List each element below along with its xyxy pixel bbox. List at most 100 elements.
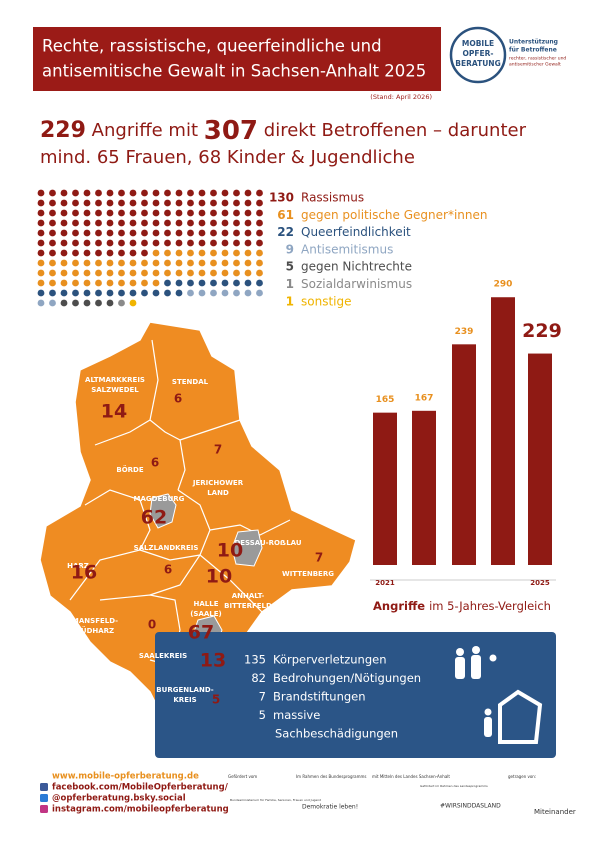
dot (198, 269, 206, 277)
dot (95, 299, 102, 307)
dot (83, 239, 91, 247)
dot (129, 219, 137, 227)
logo-claim: rechter, rassistischer und (509, 56, 566, 62)
region-value: 62 (141, 507, 167, 529)
region-name: SALZWEDEL (91, 386, 139, 394)
sponsor-text: #WIRSINDDASLAND (440, 803, 501, 810)
region-name: SÜDHARZ (76, 626, 114, 635)
dot (141, 279, 148, 287)
dot (187, 199, 194, 207)
dot (164, 259, 171, 267)
dot (72, 269, 79, 277)
attack-label: massive (273, 708, 320, 722)
sponsor-text: Gefördert im Rahmen des Landesprogramms (420, 784, 488, 788)
logo-claim: für Betroffene (509, 47, 557, 54)
headline: 229 Angriffe mit 307 direkt Betroffenen … (40, 116, 527, 146)
dot (210, 289, 217, 297)
dot (221, 189, 229, 197)
bar (528, 353, 552, 565)
dot (95, 249, 102, 257)
dot (83, 199, 91, 207)
dot (233, 199, 240, 207)
dot (187, 239, 194, 247)
dot (244, 239, 252, 247)
dot (187, 249, 194, 257)
bar-value: 290 (494, 280, 513, 290)
dot (210, 259, 217, 267)
dot (244, 269, 252, 277)
title-line: Rechte, rassistische, queerfeindliche un… (42, 37, 382, 56)
dot (83, 229, 91, 237)
sponsor-text: Gefördert vom (228, 774, 257, 779)
region-value: 7 (315, 551, 323, 565)
legend-label: Antisemitismus (301, 242, 393, 256)
dot (244, 279, 252, 287)
bar (373, 412, 397, 565)
dot (141, 249, 148, 257)
x-tick-label: 2025 (530, 579, 550, 587)
icon (489, 654, 497, 662)
dot (164, 229, 171, 237)
dot (60, 259, 68, 267)
dot (233, 229, 240, 237)
bar-value: 167 (415, 393, 434, 403)
dot (141, 219, 148, 227)
region-value: 5 (212, 693, 220, 707)
dot (244, 289, 252, 297)
region-name: BITTERFELD (224, 602, 272, 610)
legend-label: Rassismus (301, 191, 364, 205)
dot (106, 209, 114, 217)
dot (175, 199, 183, 207)
dot (141, 199, 148, 207)
region-name: KREIS (173, 696, 196, 704)
x-tick-label: 2021 (375, 579, 395, 587)
dot (198, 289, 206, 297)
dot (164, 269, 171, 277)
dot (60, 199, 68, 207)
logo-claim: Unterstützung (509, 39, 558, 46)
dot (95, 289, 102, 297)
dot (95, 239, 102, 247)
attack-count: 135 (244, 653, 266, 667)
dot (244, 229, 252, 237)
dot (83, 299, 91, 307)
border (94, 419, 186, 491)
dot (106, 219, 114, 227)
region-value: 7 (214, 443, 222, 457)
legend-count: 9 (286, 242, 294, 256)
dot (198, 209, 206, 217)
border (179, 419, 241, 441)
dot (198, 239, 206, 247)
dot (233, 189, 240, 197)
dot (129, 269, 137, 277)
dot (152, 289, 160, 297)
logo-text: OPFER- (462, 49, 493, 58)
region-value: 14 (101, 401, 127, 423)
dot (60, 219, 68, 227)
dot (49, 299, 56, 307)
dot (95, 199, 102, 207)
dot (175, 219, 183, 227)
dot (129, 229, 137, 237)
dot (49, 289, 56, 297)
border (69, 489, 151, 601)
caption-bold: Angriffe (373, 599, 425, 613)
dot (175, 259, 183, 267)
legend-label: gegen politische Gegner*innen (301, 208, 488, 222)
dot (152, 249, 160, 257)
logo-claim: antisemitischer Gewalt (509, 62, 561, 68)
dot (129, 249, 137, 257)
dot (256, 259, 263, 267)
social-icon (40, 805, 48, 813)
sponsor-text: Bundesministerium für Familie, Senioren,… (230, 798, 321, 802)
region-value: 6 (174, 392, 182, 406)
dot (129, 199, 137, 207)
dot (187, 279, 194, 287)
dot (244, 209, 252, 217)
dot (83, 279, 91, 287)
sponsor-text: Im Rahmen des Bundesprogramms (296, 774, 367, 779)
dot (233, 209, 240, 217)
bar-value: 239 (455, 327, 474, 337)
dot (256, 219, 263, 227)
region-name: STENDAL (172, 378, 209, 386)
